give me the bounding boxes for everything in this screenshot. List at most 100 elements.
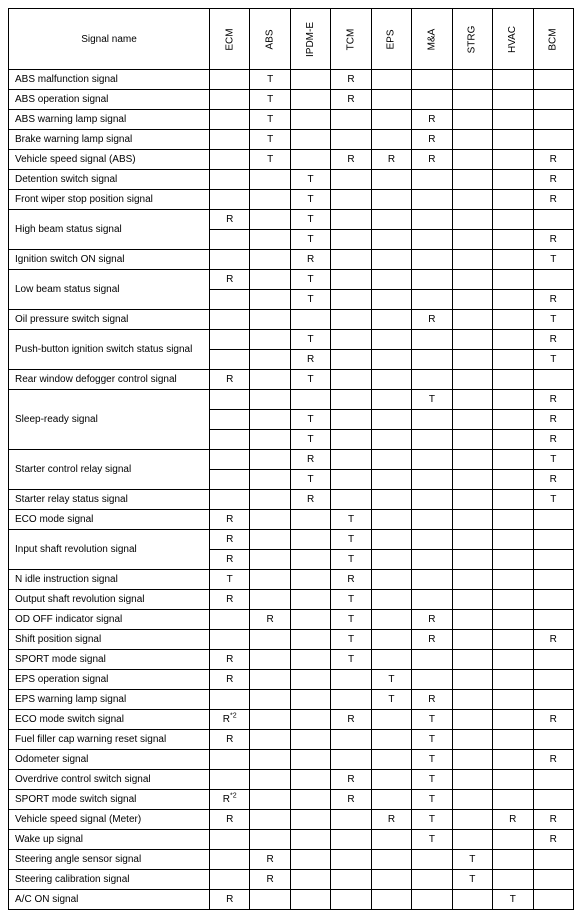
- table-row: ABS warning lamp signalTR: [9, 110, 574, 130]
- value-cell: R: [412, 110, 452, 130]
- signal-name-cell: Wake up signal: [9, 830, 210, 850]
- value-cell: T: [290, 330, 330, 350]
- value-cell: [250, 890, 290, 910]
- value-cell: [452, 710, 492, 730]
- value-cell: [493, 770, 533, 790]
- value-cell: [533, 790, 574, 810]
- value-cell: T: [331, 530, 371, 550]
- value-cell: R: [210, 270, 250, 290]
- value-cell: [493, 670, 533, 690]
- signal-name-cell: Input shaft revolution signal: [9, 530, 210, 570]
- value-cell: [331, 310, 371, 330]
- value-cell: [250, 810, 290, 830]
- value-cell: [452, 410, 492, 430]
- value-cell: [210, 410, 250, 430]
- value-cell: [493, 870, 533, 890]
- table-row: Starter control relay signalRT: [9, 450, 574, 470]
- value-cell: T: [533, 250, 574, 270]
- signal-name-cell: Fuel filler cap warning reset signal: [9, 730, 210, 750]
- signal-name-cell: Starter relay status signal: [9, 490, 210, 510]
- value-cell: T: [412, 770, 452, 790]
- value-cell: [250, 450, 290, 470]
- value-cell: [210, 170, 250, 190]
- value-cell: [371, 610, 411, 630]
- value-cell: [493, 330, 533, 350]
- signal-name-cell: Overdrive control switch signal: [9, 770, 210, 790]
- value-cell: [210, 110, 250, 130]
- value-cell: R: [493, 810, 533, 830]
- value-cell: T: [412, 750, 452, 770]
- value-cell: R: [331, 790, 371, 810]
- table-row: Odometer signalTR: [9, 750, 574, 770]
- value-cell: [250, 650, 290, 670]
- value-cell: [290, 730, 330, 750]
- value-cell: [250, 290, 290, 310]
- value-cell: R: [412, 310, 452, 330]
- value-cell: R: [533, 290, 574, 310]
- value-cell: [371, 650, 411, 670]
- value-cell: [412, 470, 452, 490]
- value-cell: [412, 410, 452, 430]
- value-cell: R: [412, 630, 452, 650]
- value-cell: R: [250, 850, 290, 870]
- signal-name-cell: ABS malfunction signal: [9, 70, 210, 90]
- value-cell: R: [412, 130, 452, 150]
- value-cell: [371, 730, 411, 750]
- value-cell: [250, 690, 290, 710]
- table-row: Overdrive control switch signalRT: [9, 770, 574, 790]
- value-cell: T: [290, 270, 330, 290]
- value-cell: R: [533, 150, 574, 170]
- value-cell: T: [290, 470, 330, 490]
- value-cell: T: [331, 630, 371, 650]
- value-cell: [493, 70, 533, 90]
- value-cell: [371, 490, 411, 510]
- table-row: A/C ON signalRT: [9, 890, 574, 910]
- value-cell: R: [331, 70, 371, 90]
- value-cell: [371, 90, 411, 110]
- value-cell: [290, 850, 330, 870]
- value-cell: [331, 450, 371, 470]
- value-cell: [250, 230, 290, 250]
- value-cell: T: [250, 110, 290, 130]
- value-cell: [331, 330, 371, 350]
- column-header: IPDM-E: [290, 9, 330, 70]
- value-cell: [210, 630, 250, 650]
- value-cell: [210, 690, 250, 710]
- table-row: ECO mode switch signalR*2RTR: [9, 710, 574, 730]
- value-cell: [493, 350, 533, 370]
- value-cell: R: [290, 350, 330, 370]
- value-cell: [371, 250, 411, 270]
- value-cell: [250, 430, 290, 450]
- value-cell: [452, 310, 492, 330]
- value-cell: R: [250, 610, 290, 630]
- value-cell: [210, 150, 250, 170]
- value-cell: R: [290, 490, 330, 510]
- table-row: ABS operation signalTR: [9, 90, 574, 110]
- table-row: SPORT mode signalRT: [9, 650, 574, 670]
- signal-name-cell: Front wiper stop position signal: [9, 190, 210, 210]
- value-cell: R: [210, 590, 250, 610]
- value-cell: [250, 730, 290, 750]
- value-cell: R: [533, 170, 574, 190]
- value-cell: R: [371, 150, 411, 170]
- value-cell: [371, 430, 411, 450]
- value-cell: [290, 550, 330, 570]
- value-cell: [493, 390, 533, 410]
- value-cell: R: [210, 670, 250, 690]
- value-cell: [371, 270, 411, 290]
- value-cell: [493, 130, 533, 150]
- signal-name-cell: Steering angle sensor signal: [9, 850, 210, 870]
- value-cell: [533, 210, 574, 230]
- column-header: M&A: [412, 9, 452, 70]
- value-cell: [331, 670, 371, 690]
- value-cell: [493, 490, 533, 510]
- value-cell: [452, 70, 492, 90]
- value-cell: [493, 690, 533, 710]
- value-cell: [331, 490, 371, 510]
- value-cell: [452, 110, 492, 130]
- value-cell: [290, 390, 330, 410]
- signal-name-cell: EPS operation signal: [9, 670, 210, 690]
- value-cell: T: [331, 550, 371, 570]
- signal-name-cell: Starter control relay signal: [9, 450, 210, 490]
- table-row: Rear window defogger control signalRT: [9, 370, 574, 390]
